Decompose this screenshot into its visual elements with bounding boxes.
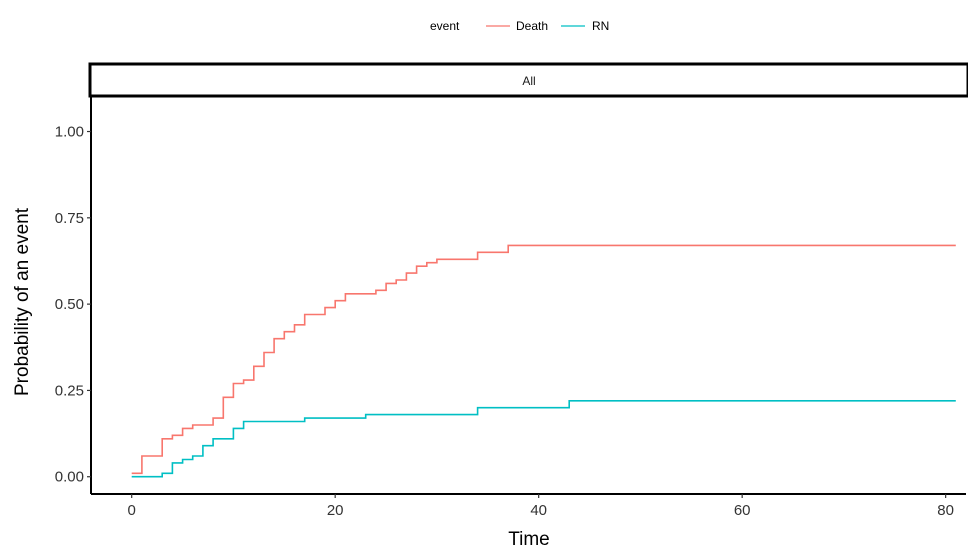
x-axis-title: Time <box>508 529 550 550</box>
facet-strip: All <box>88 62 968 98</box>
series-line-rn <box>131 400 956 478</box>
plot-panel <box>90 97 966 495</box>
facet-strip-label: All <box>522 74 535 88</box>
y-tick-label: 0.50 <box>55 296 84 313</box>
x-tick-label: 60 <box>734 502 751 519</box>
y-tick-label: 0.75 <box>55 210 84 227</box>
facet-strip-box <box>88 62 968 98</box>
y-tick-label: 0.00 <box>55 469 84 486</box>
x-tick-label: 40 <box>530 502 547 519</box>
series-line-death <box>131 244 956 475</box>
legend-label-death: Death <box>516 19 548 33</box>
legend-title: event <box>430 19 460 33</box>
y-tick-label: 0.25 <box>55 382 84 399</box>
x-tick-label: 80 <box>937 502 954 519</box>
x-tick-label: 20 <box>327 502 344 519</box>
legend: event Death RN <box>430 19 609 33</box>
y-axis: 0.00 0.25 0.50 0.75 1.00 <box>55 124 91 486</box>
y-tick-label: 1.00 <box>55 124 84 141</box>
legend-label-rn: RN <box>592 19 609 33</box>
x-tick-label: 0 <box>128 502 136 519</box>
x-axis: 0 20 40 60 80 <box>128 494 954 519</box>
y-axis-title: Probability of an event <box>12 207 33 396</box>
series-lines <box>131 244 956 478</box>
